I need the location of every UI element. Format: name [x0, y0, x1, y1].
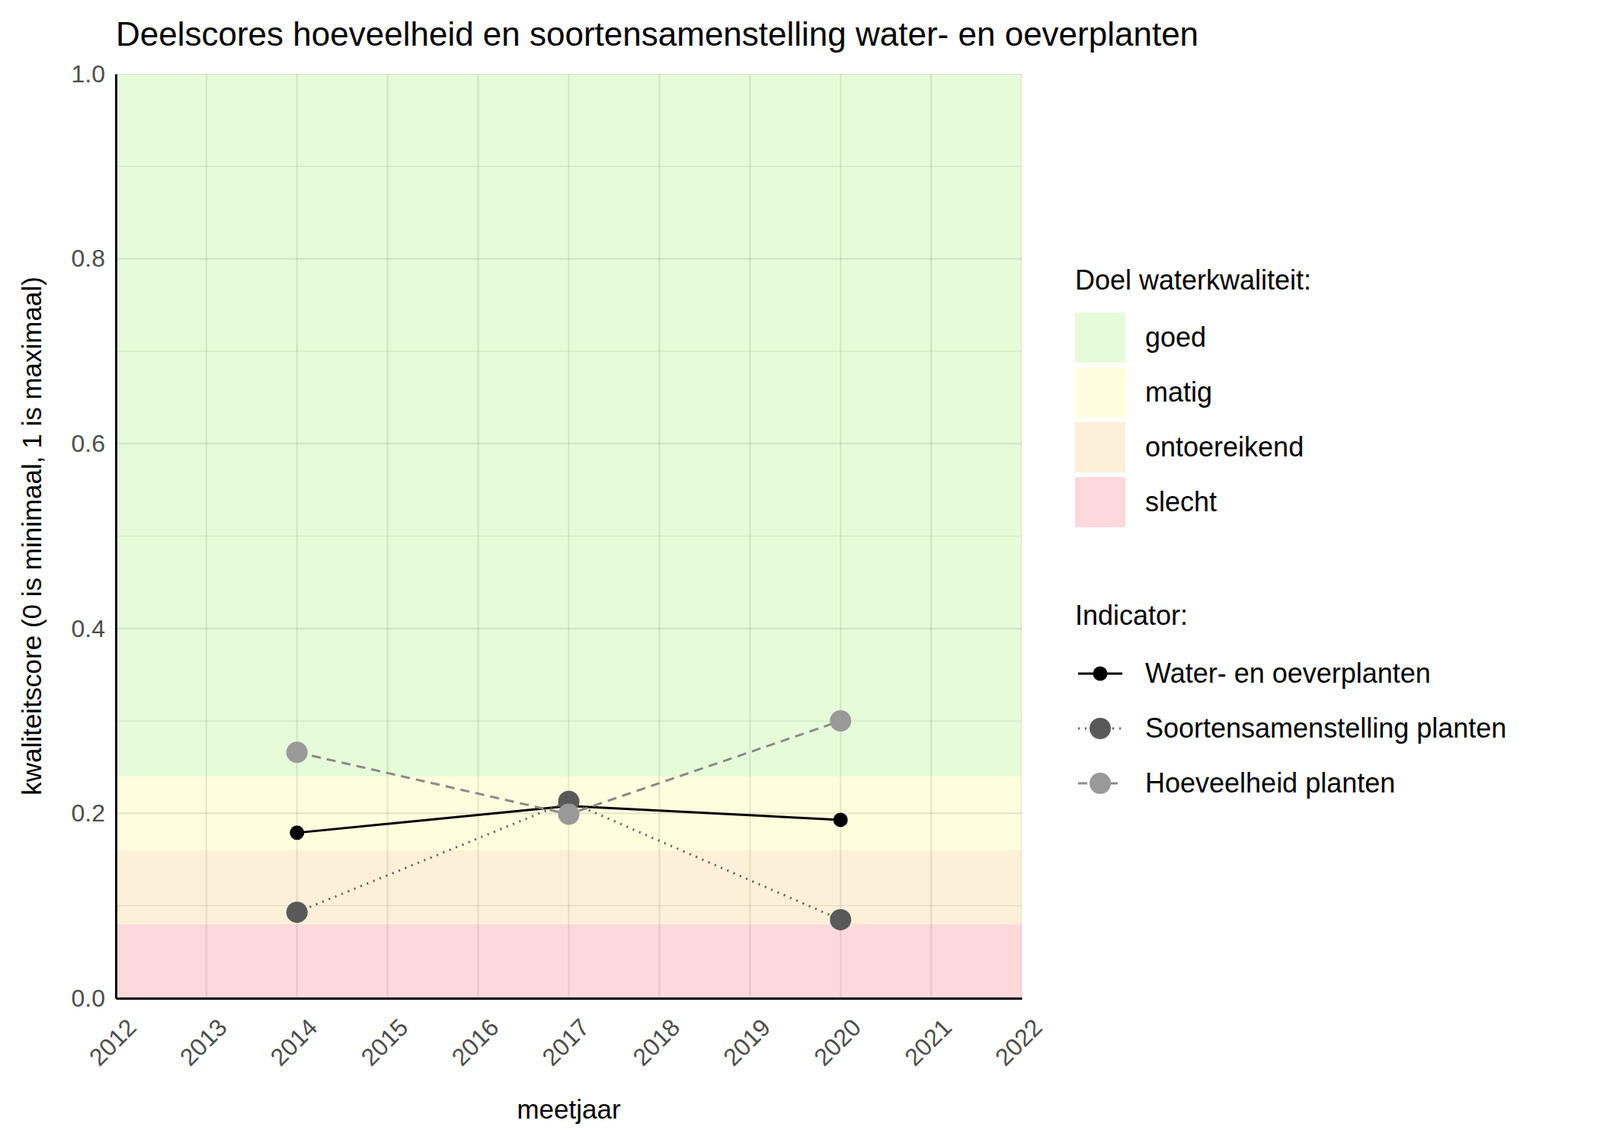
x-tick: 2018 [627, 998, 685, 1072]
y-tick-label: 1.0 [71, 60, 106, 88]
y-tick: 0.6 [71, 429, 116, 458]
x-tick: 2019 [717, 998, 776, 1072]
grid-line [748, 73, 751, 999]
x-tick: 2016 [446, 998, 505, 1072]
x-tick-label: 2022 [989, 1013, 1048, 1072]
grid-line [115, 997, 1022, 999]
x-tick-label: 2021 [899, 1013, 957, 1072]
x-tick: 2014 [265, 998, 324, 1072]
legend-label: ontoereikend [1145, 431, 1304, 463]
legend-label: goed [1145, 321, 1207, 353]
legend-label: Soortensamenstelling planten [1145, 712, 1507, 744]
x-tick: 2021 [899, 998, 957, 1072]
grid-line [839, 73, 842, 999]
legend-marker [1089, 717, 1111, 740]
y-tick-label: 0.6 [71, 429, 106, 458]
x-tick: 2017 [537, 998, 596, 1072]
x-axis: 2012 2013 2014 2015 2016 2017 2018 2019 2020 2021… [83, 998, 1048, 1072]
y-axis: 0.0 0.2 0.4 0.6 0.8 1.0 [71, 60, 117, 1012]
grid-line [567, 73, 570, 999]
series-point [289, 825, 304, 840]
legend-key [1075, 312, 1126, 363]
y-tick-label: 0.8 [71, 244, 106, 272]
x-axis-line [116, 997, 1023, 1000]
legend-title: Doel waterkwaliteit: [1075, 264, 1312, 296]
y-tick: 0.8 [71, 244, 116, 272]
series-point [833, 812, 848, 827]
x-tick-label: 2012 [83, 1013, 142, 1072]
legend-key [1075, 422, 1126, 473]
x-tick-label: 2019 [717, 1013, 776, 1072]
y-axis-title: kwaliteitscore (0 is minimaal, 1 is maxi… [16, 276, 47, 796]
grid-line [930, 73, 932, 999]
x-tick-label: 2014 [265, 1013, 324, 1072]
x-tick: 2012 [83, 998, 142, 1072]
x-tick: 2013 [174, 998, 233, 1072]
grid-line [476, 73, 479, 999]
series-point [286, 901, 308, 923]
y-tick: 0.0 [71, 984, 116, 1012]
legend-title: Indicator: [1075, 599, 1188, 631]
chart-title: Deelscores hoeveelheid en soortensamenst… [115, 15, 1199, 53]
legend: Doel waterkwaliteit: goed matig ontoereiken… [1075, 264, 1507, 799]
y-tick: 0.2 [71, 799, 116, 827]
series-line [297, 801, 841, 920]
y-tick: 1.0 [71, 60, 116, 88]
plot-area [115, 73, 1022, 999]
series-point [558, 803, 580, 826]
series-point [829, 908, 852, 931]
y-tick-label: 0.4 [71, 614, 106, 643]
x-tick-label: 2020 [808, 1013, 867, 1072]
x-tick-label: 2017 [537, 1013, 596, 1072]
grid-line [658, 73, 660, 999]
legend-label: slecht [1145, 486, 1217, 518]
series-point [829, 710, 852, 732]
x-tick-label: 2016 [446, 1013, 505, 1072]
x-tick: 2022 [989, 998, 1048, 1072]
y-tick-label: 0.2 [71, 799, 106, 827]
x-tick-label: 2018 [627, 1013, 685, 1072]
legend-label: Hoeveelheid planten [1145, 767, 1396, 799]
legend-key [1075, 367, 1126, 418]
x-tick: 2015 [355, 998, 414, 1072]
grid-line [387, 73, 389, 999]
grid-line [1020, 73, 1022, 999]
x-axis-title: meetjaar [516, 1094, 621, 1124]
y-axis-line [115, 74, 118, 999]
grid-line [115, 73, 117, 999]
grid-line [205, 73, 208, 999]
legend-marker [1089, 772, 1111, 794]
legend-marker [1093, 666, 1108, 682]
legend-label: Water- en oeverplanten [1145, 657, 1431, 689]
y-tick: 0.4 [71, 614, 116, 643]
grid-line [296, 73, 298, 999]
x-tick-label: 2015 [355, 1013, 414, 1072]
legend-label: matig [1145, 376, 1213, 408]
legend-key [1075, 476, 1126, 528]
x-tick: 2020 [808, 998, 867, 1072]
chart: 0.00.20.40.60.81.02012201320142015201620… [0, 0, 1600, 1143]
series-line [297, 720, 841, 815]
x-tick-label: 2013 [174, 1013, 233, 1072]
series-point [286, 741, 308, 763]
y-tick-label: 0.0 [71, 984, 106, 1012]
